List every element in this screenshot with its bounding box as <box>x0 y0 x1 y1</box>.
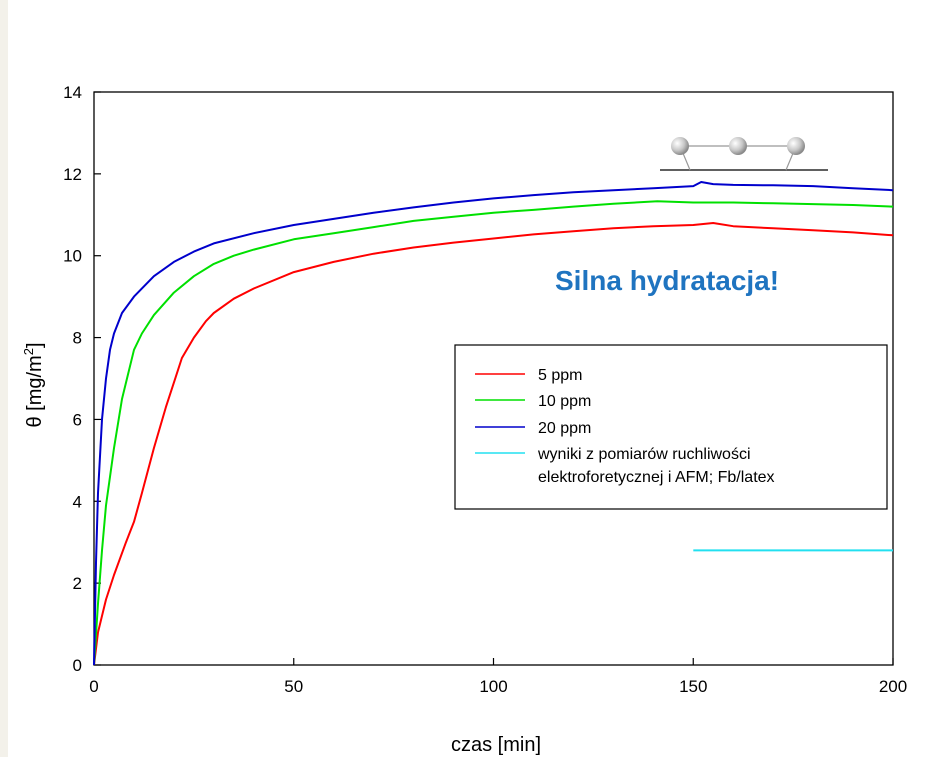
slide: 0 50 100 150 200 0 2 4 6 8 10 12 14 Silna hydratacja… <box>8 0 926 757</box>
legend: 5 ppm 10 ppm 20 ppm wyniki z pomiarów ru… <box>454 344 888 510</box>
y-tick-label: 14 <box>63 83 82 102</box>
series-line-0 <box>93 222 894 666</box>
y-axis-title-close: ] <box>24 342 46 348</box>
y-axis-title-superscript: 2 <box>21 348 36 355</box>
molecule-chain-icon <box>660 137 828 171</box>
x-tick-label: 150 <box>679 677 707 696</box>
y-tick-label: 4 <box>73 492 82 511</box>
series-line-1 <box>93 200 894 666</box>
legend-label-20ppm: 20 ppm <box>538 420 591 437</box>
x-tick-label: 50 <box>284 677 303 696</box>
legend-label-afm-line1: wyniki z pomiarów ruchliwości <box>537 446 751 463</box>
y-tick-label: 8 <box>73 329 82 348</box>
y-axis-title: θ [mg/m2] <box>21 342 46 427</box>
legend-label-afm-line2: elektroforetycznej i AFM; Fb/latex <box>538 469 775 486</box>
legend-label-10ppm: 10 ppm <box>538 393 591 410</box>
axis-ticks: 0 50 100 150 200 0 2 4 6 8 10 12 14 <box>63 83 907 696</box>
legend-box <box>454 344 888 510</box>
y-axis-title-main: θ [mg/m <box>24 355 46 427</box>
x-tick-label: 100 <box>479 677 507 696</box>
x-tick-label: 0 <box>89 677 98 696</box>
x-axis-title: czas [min] <box>451 734 541 756</box>
legend-label-5ppm: 5 ppm <box>538 367 582 384</box>
x-tick-label: 200 <box>879 677 907 696</box>
chart: 0 50 100 150 200 0 2 4 6 8 10 12 14 Silna hydratacja… <box>21 83 907 756</box>
y-tick-label: 6 <box>73 410 82 429</box>
y-tick-label: 12 <box>63 165 82 184</box>
y-tick-label: 2 <box>73 574 82 593</box>
series-lines <box>93 181 894 666</box>
y-tick-label: 10 <box>63 247 82 266</box>
annotation-text: Silna hydratacja! <box>555 265 779 296</box>
series-line-2 <box>93 181 894 666</box>
y-tick-label: 0 <box>73 656 82 675</box>
